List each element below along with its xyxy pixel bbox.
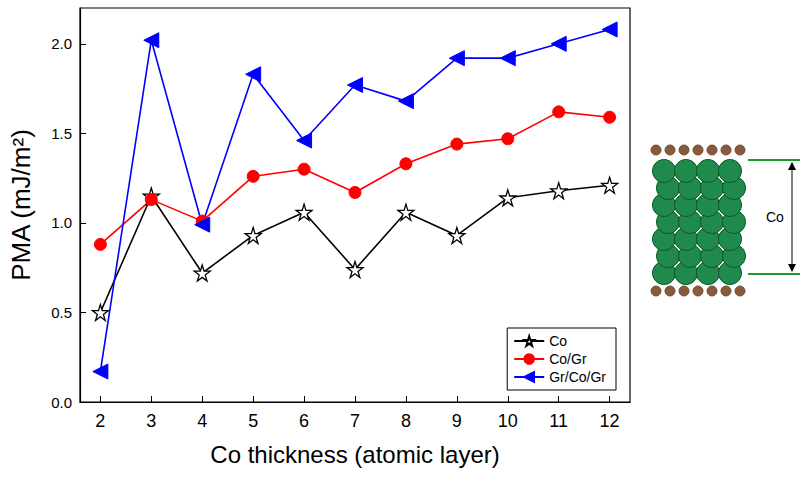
svg-text:2: 2 [95,411,105,431]
svg-text:6: 6 [299,411,309,431]
svg-text:1.0: 1.0 [51,214,72,231]
svg-text:Gr/Co/Gr: Gr/Co/Gr [549,369,606,385]
svg-text:Co: Co [766,209,784,225]
svg-text:4: 4 [197,411,207,431]
svg-text:9: 9 [452,411,462,431]
svg-text:Co/Gr: Co/Gr [549,351,587,367]
svg-text:8: 8 [401,411,411,431]
svg-text:PMA (mJ/m²): PMA (mJ/m²) [6,129,36,281]
svg-text:Co: Co [549,333,567,349]
svg-text:7: 7 [350,411,360,431]
svg-text:2.0: 2.0 [51,35,72,52]
svg-text:1.5: 1.5 [51,125,72,142]
svg-text:Co thickness (atomic layer): Co thickness (atomic layer) [210,441,499,468]
svg-text:0.5: 0.5 [51,304,72,321]
svg-text:0.0: 0.0 [51,394,72,411]
svg-text:12: 12 [600,411,620,431]
svg-text:3: 3 [146,411,156,431]
svg-text:10: 10 [498,411,518,431]
svg-text:11: 11 [549,411,568,431]
svg-text:5: 5 [248,411,258,431]
